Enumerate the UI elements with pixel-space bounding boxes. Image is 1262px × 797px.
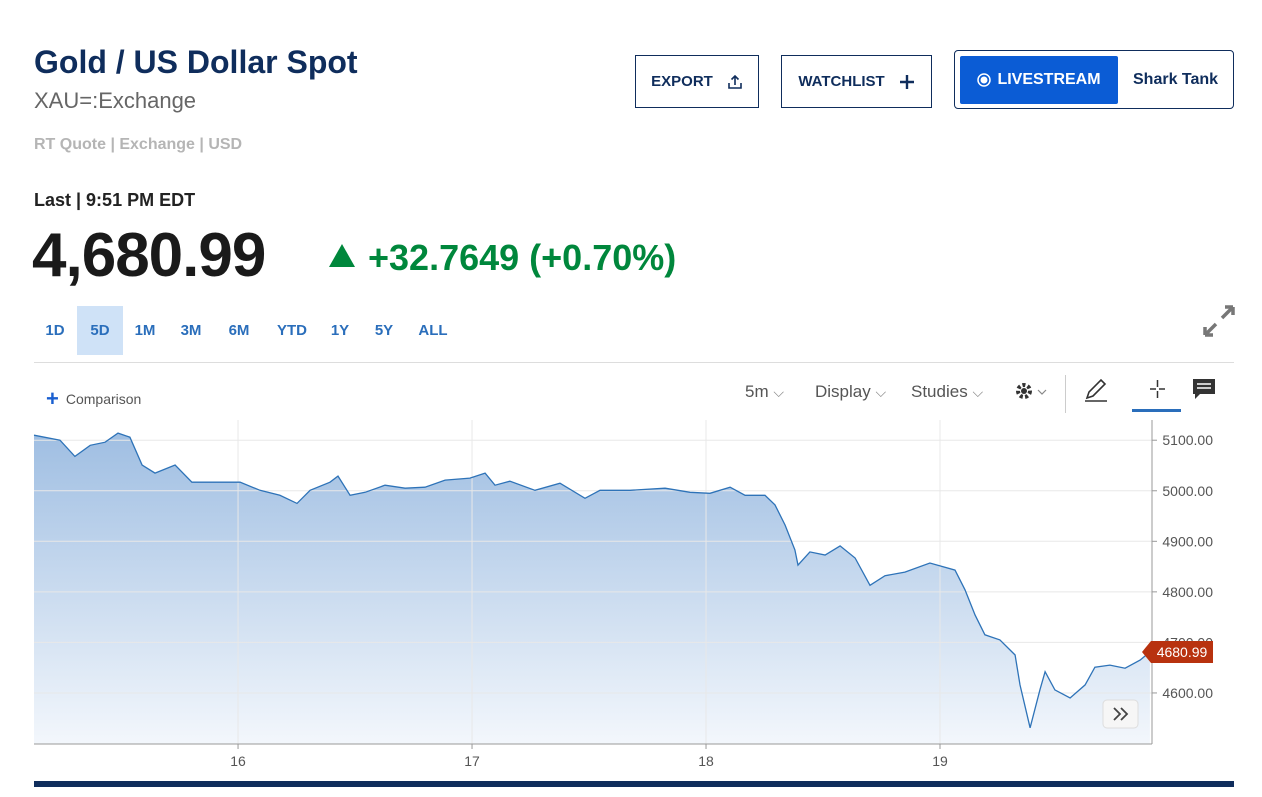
symbol: XAU=:Exchange <box>34 88 197 113</box>
show-link[interactable]: Shark Tank <box>1133 71 1219 88</box>
change-percent: (+0.70%) <box>529 237 677 278</box>
y-tick-label: 4900.00 <box>1162 533 1213 549</box>
display-label: Display <box>815 382 871 401</box>
change-value: +32.7649 <box>368 237 520 278</box>
range-button[interactable]: 5D <box>77 306 123 355</box>
footer-bar <box>34 781 1234 787</box>
livestream-button[interactable]: LIVESTREAM <box>960 56 1118 104</box>
plus-icon: + <box>46 386 59 411</box>
interval-menu[interactable]: 5m ⌵ <box>745 382 785 401</box>
studies-label: Studies <box>911 382 968 401</box>
range-button[interactable]: YTD <box>277 322 307 339</box>
livestream-box: LIVESTREAM Shark Tank <box>954 50 1234 109</box>
x-tick-label: 16 <box>230 753 246 769</box>
livestream-label: LIVESTREAM <box>997 71 1101 88</box>
display-menu[interactable]: Display ⌵ <box>815 382 887 401</box>
interval-label: 5m <box>745 382 769 401</box>
y-tick-label: 4800.00 <box>1162 584 1213 600</box>
comparison-label: Comparison <box>65 391 142 407</box>
crosshair-icon[interactable] <box>1132 376 1182 413</box>
range-button[interactable]: 5Y <box>374 322 394 339</box>
settings-icon[interactable] <box>1012 378 1052 404</box>
plus-icon <box>899 74 914 89</box>
range-button[interactable]: 3M <box>180 322 202 339</box>
x-tick-label: 18 <box>698 753 714 769</box>
draw-icon[interactable] <box>1083 376 1109 402</box>
export-icon <box>728 74 742 89</box>
tool-divider <box>1065 375 1066 413</box>
range-button[interactable]: 1D <box>45 322 65 339</box>
studies-menu[interactable]: Studies ⌵ <box>911 382 984 401</box>
scroll-icon <box>1113 707 1129 721</box>
change: +32.7649 (+0.70%) <box>368 237 676 279</box>
watchlist-button[interactable]: WATCHLIST <box>781 55 932 108</box>
price: 4,680.99 <box>32 221 266 290</box>
comment-icon[interactable] <box>1192 378 1216 400</box>
range-button[interactable]: 1Y <box>330 322 350 339</box>
price-line <box>33 432 1151 728</box>
quote-info: RT Quote | Exchange | USD <box>34 136 243 153</box>
y-tick-label: 5000.00 <box>1162 483 1213 499</box>
range-button[interactable]: 6M <box>228 322 250 339</box>
export-button[interactable]: EXPORT <box>635 55 759 108</box>
watchlist-label: WATCHLIST <box>798 73 885 90</box>
live-icon <box>977 73 992 87</box>
last-price-label: 4680.99 <box>1157 644 1208 660</box>
last-time: Last | 9:51 PM EDT <box>34 190 196 210</box>
range-button[interactable]: ALL <box>418 322 448 339</box>
y-tick-label: 5100.00 <box>1162 432 1213 448</box>
up-arrow <box>329 244 355 267</box>
title: Gold / US Dollar Spot <box>34 44 358 80</box>
y-tick-label: 4600.00 <box>1162 685 1213 701</box>
export-label: EXPORT <box>651 73 713 90</box>
x-tick-label: 17 <box>464 753 480 769</box>
x-tick-label: 19 <box>932 753 948 769</box>
range-button[interactable]: 1M <box>134 322 156 339</box>
fullscreen-icon[interactable] <box>1203 305 1235 337</box>
comparison-button[interactable]: + Comparison <box>46 386 141 412</box>
last-price-badge <box>1142 641 1213 664</box>
area-fill <box>34 433 1150 744</box>
divider <box>34 362 1234 363</box>
